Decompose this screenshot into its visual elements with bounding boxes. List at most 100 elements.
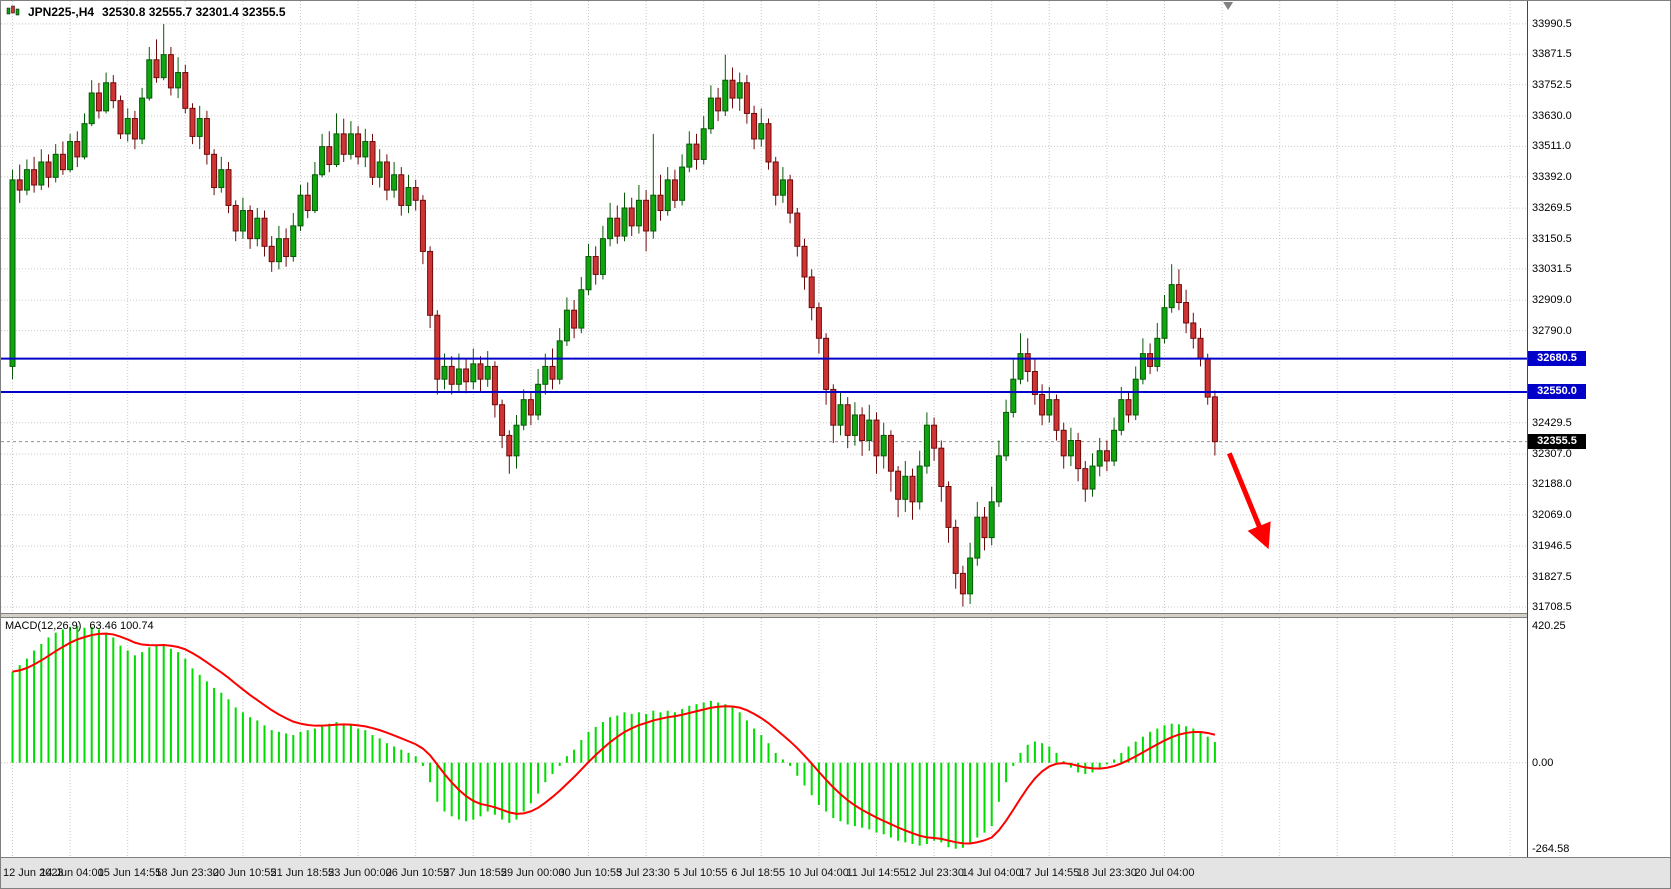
candle [1211, 396, 1218, 443]
chart-shift-marker[interactable] [1223, 2, 1234, 10]
candle [311, 174, 318, 212]
candle [722, 79, 729, 112]
candle [794, 212, 801, 247]
candle [232, 204, 239, 232]
trend-arrow-object[interactable] [1226, 452, 1271, 550]
candle [902, 475, 909, 500]
candle [578, 289, 585, 329]
time-axis[interactable]: 12 Jun 2023 14 Jun 04:00 15 Jun 14:55 18 Ju… [1, 857, 1670, 888]
macd-tick-label: -264.58 [1532, 842, 1570, 855]
time-label: 15 Jun 14:55 [97, 867, 162, 879]
candle [52, 153, 59, 178]
candle [1046, 399, 1053, 416]
time-label: 14 Jul 04:00 [961, 867, 1022, 879]
candle [304, 194, 311, 212]
candle [412, 187, 419, 201]
price-chart-canvas[interactable] [1, 1, 1527, 613]
candle [326, 146, 333, 166]
time-label: 6 Jul 18:55 [731, 867, 786, 879]
time-label: 11 Jul 14:55 [846, 867, 906, 879]
candle [1031, 371, 1038, 396]
candle [131, 118, 138, 140]
candle [383, 161, 390, 191]
candle [340, 133, 347, 155]
time-label: 27 Jun 18:55 [443, 867, 507, 879]
time-label: 14 Jun 04:00 [40, 867, 104, 879]
candle [679, 166, 686, 201]
price-tick-label: 33752.5 [1532, 78, 1572, 91]
candle [1039, 394, 1046, 416]
candle [463, 368, 470, 383]
price-tick-label: 31708.5 [1532, 600, 1572, 613]
candle [477, 363, 484, 380]
price-tick-label: 33392.0 [1532, 170, 1572, 183]
hline-price-tag: 32550.0 [1528, 383, 1586, 399]
macd-signal-line [12, 632, 1216, 845]
candle [527, 399, 534, 416]
candle [967, 557, 974, 595]
candle [239, 210, 246, 232]
macd-indicator-pane[interactable]: MACD(12,26,9) 63.46 100.74 [1, 618, 1527, 857]
candle [866, 419, 873, 442]
candle [671, 179, 678, 201]
price-tick-label: 32069.0 [1532, 508, 1572, 521]
candle [1168, 284, 1175, 309]
current-price-tag: 32355.5 [1528, 433, 1586, 449]
candle [765, 123, 772, 163]
time-label: 17 Jul 14:55 [1019, 867, 1080, 879]
candle [1103, 450, 1110, 462]
macd-name-label: MACD(12,26,9) [5, 620, 82, 632]
candle [16, 179, 23, 191]
candle [45, 161, 52, 178]
candle [815, 307, 822, 339]
candle [1161, 307, 1168, 339]
pane-separator[interactable] [1, 613, 1670, 618]
time-label: 18 Jun 23:30 [155, 867, 219, 879]
candle [9, 179, 16, 367]
time-label: 12 Jun 2023 [3, 867, 64, 879]
macd-indicator-label: MACD(12,26,9) 63.46 100.74 [5, 620, 154, 632]
candle [650, 194, 657, 232]
candle [254, 217, 261, 240]
price-axis[interactable]: 33990.5 33871.5 33752.5 33630.0 33511.0 33392… [1527, 1, 1670, 857]
candle [247, 210, 254, 240]
candle [369, 141, 376, 178]
macd-tick-label: 0.00 [1532, 756, 1554, 769]
price-tick-label: 32188.0 [1532, 478, 1572, 491]
candle [405, 187, 412, 206]
time-label: 29 Jun 00:00 [500, 867, 565, 879]
ohlc-readout: 32530.8 32555.7 32301.4 32355.5 [102, 5, 286, 19]
candle [923, 424, 930, 467]
candle [434, 314, 441, 380]
candle [74, 141, 81, 158]
candle [938, 447, 945, 488]
candlestick-icon [6, 5, 20, 18]
candle [916, 465, 923, 503]
candle [319, 146, 326, 176]
candle [362, 141, 369, 158]
macd-chart-canvas[interactable] [1, 618, 1527, 857]
candle [909, 475, 916, 503]
candle [628, 207, 635, 227]
candle [160, 54, 167, 79]
candle [398, 174, 405, 206]
candle [427, 250, 434, 316]
price-tick-label: 32307.0 [1532, 448, 1572, 461]
candle [801, 245, 808, 278]
candle [1017, 353, 1024, 380]
candle [355, 133, 362, 158]
chart-title-overlay: JPN225-,H4 32530.8 32555.7 32301.4 32355… [6, 5, 286, 19]
candle [844, 404, 851, 436]
candle [117, 100, 124, 135]
candle [441, 365, 448, 380]
candle [153, 59, 160, 79]
candle [81, 123, 88, 158]
candle [275, 238, 282, 263]
candle [139, 97, 146, 140]
candle [563, 309, 570, 342]
candle [88, 92, 95, 125]
candle [607, 217, 614, 240]
price-tick-label: 32790.0 [1532, 324, 1572, 337]
main-price-pane[interactable] [1, 1, 1527, 613]
price-tick-label: 31946.5 [1532, 540, 1572, 553]
